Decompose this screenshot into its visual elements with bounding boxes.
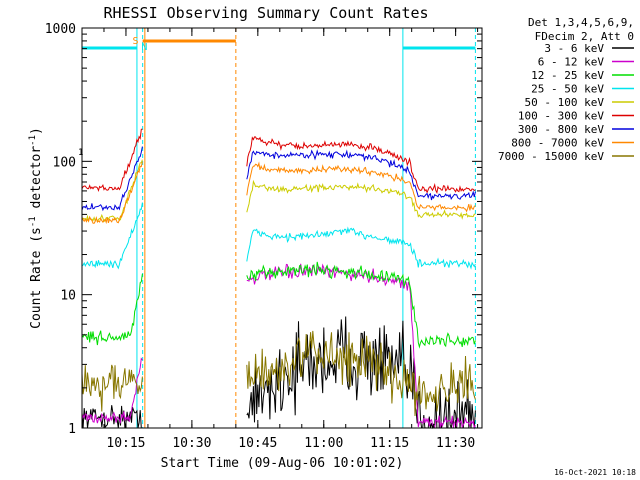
y-axis-label-main: Count Rate (s: [29, 227, 44, 329]
legend-label-1: 3 - 6 keV: [544, 42, 604, 55]
series-line-8: [81, 161, 476, 225]
series-line-5: [81, 159, 476, 223]
legend-label-6: 100 - 300 keV: [518, 110, 604, 123]
x-tick-label-5: 11:15: [370, 436, 409, 451]
series-line-7: [81, 146, 476, 212]
legend-header-line-1: Det 1,3,4,5,6,9,: [528, 16, 634, 29]
legend-label-3: 12 - 25 keV: [531, 69, 604, 82]
legend-label-5: 50 - 100 keV: [525, 96, 605, 109]
y-tick-label-4: 1000: [45, 22, 76, 37]
x-axis-label: Start Time (09-Aug-06 10:01:02): [161, 456, 404, 471]
chart-title: RHESSI Observing Summary Count Rates: [103, 4, 428, 22]
y-axis-label-sup2: -1: [28, 135, 38, 146]
x-tick-label-6: 11:30: [436, 436, 475, 451]
legend-label-8: 800 - 7000 keV: [511, 137, 604, 150]
y-axis-label-end: ): [29, 127, 44, 135]
y-axis-label-mid: detector: [29, 146, 44, 217]
y-tick-label-2: 10: [60, 289, 76, 304]
axes: 10:15 10:30 10:45 11:00 11:15 11:30 1 10 100 1000…: [45, 22, 482, 451]
legend-label-9: 7000 - 15000 keV: [498, 150, 604, 163]
y-tick-label-3: 100: [53, 155, 76, 170]
series-line-6: [81, 128, 476, 194]
y-axis-label-sup1: -1: [28, 216, 38, 227]
series-line-4: [81, 202, 476, 270]
y-tick-exponent: 1: [78, 148, 83, 158]
x-tick-label-3: 10:45: [238, 436, 277, 451]
y-tick-label-1: 1: [68, 422, 76, 437]
x-tick-label-1: 10:15: [106, 436, 145, 451]
plot-frame: [81, 27, 483, 429]
legend-label-7: 300 - 800 keV: [518, 123, 604, 136]
series-line-9: [81, 330, 476, 417]
night-label: N: [141, 42, 147, 53]
saa-label: S: [133, 36, 139, 47]
legend-header-line-2: FDecim 2, Att 0: [535, 30, 634, 43]
legend-label-2: 6 - 12 keV: [538, 56, 605, 69]
legend-label-4: 25 - 50 keV: [531, 83, 604, 96]
generation-timestamp: 16-Oct-2021 10:18: [554, 468, 636, 477]
series-line-3: [81, 261, 476, 349]
x-tick-label-4: 11:00: [304, 436, 343, 451]
y-axis-label: Count Rate (s-1 detector-1): [28, 127, 44, 329]
x-tick-label-2: 10:30: [172, 436, 211, 451]
